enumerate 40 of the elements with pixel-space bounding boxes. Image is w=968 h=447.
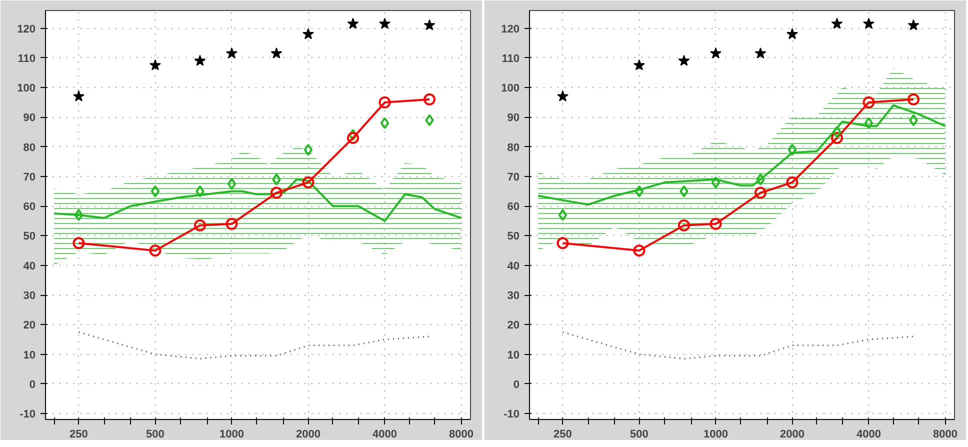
- x-tick-label: 500: [630, 428, 648, 440]
- y-tick-label: 70: [23, 171, 36, 184]
- y-tick-label: 70: [507, 171, 520, 184]
- y-tick-label: 100: [501, 82, 520, 95]
- y-tick-label: 110: [18, 52, 36, 65]
- y-tick-label: 50: [23, 230, 36, 243]
- x-tick-label: 8000: [933, 428, 958, 440]
- y-tick-label: 10: [507, 349, 520, 362]
- y-tick-label: 90: [23, 112, 36, 124]
- y-tick-label: 10: [23, 349, 36, 362]
- y-tick-label: 90: [507, 112, 520, 124]
- x-tick-label: 1000: [220, 428, 244, 440]
- x-tick-label: 250: [70, 428, 88, 440]
- y-tick-label: 60: [23, 201, 36, 214]
- y-tick-label: 40: [23, 260, 36, 272]
- y-tick-label: 30: [23, 290, 36, 302]
- y-tick-label: 20: [507, 320, 520, 332]
- y-tick-label: 80: [23, 142, 36, 154]
- y-tick-label: 50: [507, 230, 520, 243]
- x-tick-label: 4000: [372, 428, 397, 440]
- x-tick-label: 1000: [704, 428, 728, 440]
- x-tick-label: 500: [146, 428, 164, 440]
- y-tick-label: 100: [17, 82, 36, 95]
- y-tick-label: 80: [507, 142, 520, 154]
- x-tick-label: 4000: [856, 428, 881, 440]
- y-tick-label: 120: [501, 23, 520, 36]
- x-tick-label: 8000: [449, 428, 474, 440]
- y-tick-label: 20: [23, 320, 36, 332]
- y-tick-label: 120: [17, 23, 36, 36]
- x-tick-label: 2000: [780, 428, 804, 440]
- y-tick-label: -10: [504, 408, 520, 421]
- y-tick-label: -10: [20, 408, 36, 421]
- x-tick-label: 250: [554, 428, 572, 440]
- y-tick-label: 30: [507, 290, 520, 302]
- y-tick-label: 0: [513, 378, 520, 391]
- y-tick-label: 0: [29, 378, 36, 391]
- x-tick-label: 2000: [296, 428, 320, 440]
- y-tick-label: 110: [502, 52, 520, 65]
- y-tick-label: 40: [507, 260, 520, 272]
- y-tick-label: 60: [507, 201, 520, 214]
